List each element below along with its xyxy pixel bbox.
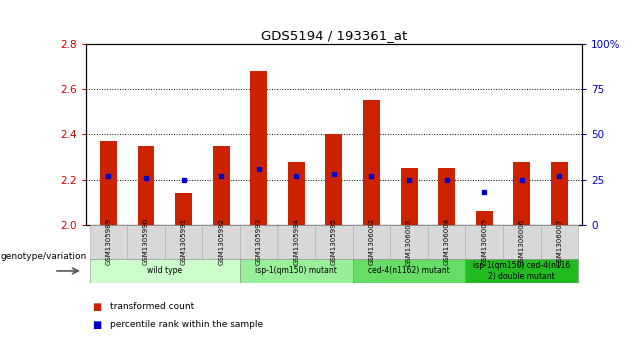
Bar xyxy=(315,225,352,259)
Bar xyxy=(90,259,240,283)
Bar xyxy=(476,211,493,225)
Bar xyxy=(240,259,352,283)
Bar xyxy=(353,259,466,283)
Text: GSM1306002: GSM1306002 xyxy=(368,218,375,265)
Text: GSM1306007: GSM1306007 xyxy=(556,218,562,265)
Text: GSM1306004: GSM1306004 xyxy=(444,218,450,265)
Text: isp-1(qm150) ced-4(n116
2) double mutant: isp-1(qm150) ced-4(n116 2) double mutant xyxy=(473,261,570,281)
Text: GSM1305993: GSM1305993 xyxy=(256,218,262,265)
Text: wild type: wild type xyxy=(147,266,183,276)
Text: percentile rank within the sample: percentile rank within the sample xyxy=(110,321,263,329)
Bar xyxy=(391,225,428,259)
Text: isp-1(qm150) mutant: isp-1(qm150) mutant xyxy=(256,266,337,276)
Text: GSM1305995: GSM1305995 xyxy=(331,219,337,265)
Bar xyxy=(212,146,230,225)
Text: ■: ■ xyxy=(92,320,102,330)
Bar xyxy=(90,225,127,259)
Text: GSM1305992: GSM1305992 xyxy=(218,219,224,265)
Text: transformed count: transformed count xyxy=(110,302,194,311)
Bar xyxy=(127,225,165,259)
Bar xyxy=(466,259,578,283)
Bar xyxy=(551,162,568,225)
Bar xyxy=(428,225,466,259)
Bar xyxy=(165,225,202,259)
Bar xyxy=(353,225,391,259)
Text: GSM1306003: GSM1306003 xyxy=(406,218,412,265)
Bar xyxy=(202,225,240,259)
Bar xyxy=(100,141,117,225)
Bar xyxy=(513,162,530,225)
Bar xyxy=(326,134,342,225)
Text: GSM1305990: GSM1305990 xyxy=(143,218,149,265)
Bar xyxy=(137,146,155,225)
Bar xyxy=(438,168,455,225)
Title: GDS5194 / 193361_at: GDS5194 / 193361_at xyxy=(261,29,407,42)
Bar xyxy=(288,162,305,225)
Text: GSM1305994: GSM1305994 xyxy=(293,219,300,265)
Bar xyxy=(503,225,541,259)
Text: GSM1305991: GSM1305991 xyxy=(181,218,186,265)
Text: ced-4(n1162) mutant: ced-4(n1162) mutant xyxy=(368,266,450,276)
Bar xyxy=(240,225,277,259)
Bar xyxy=(251,71,267,225)
Text: GSM1306006: GSM1306006 xyxy=(519,218,525,265)
Text: GSM1305989: GSM1305989 xyxy=(106,218,111,265)
Bar xyxy=(466,225,503,259)
Bar xyxy=(277,225,315,259)
Text: GSM1306005: GSM1306005 xyxy=(481,218,487,265)
Bar xyxy=(175,193,192,225)
Bar xyxy=(363,100,380,225)
Text: genotype/variation: genotype/variation xyxy=(1,252,87,261)
Text: ■: ■ xyxy=(92,302,102,312)
Bar xyxy=(401,168,417,225)
Bar xyxy=(541,225,578,259)
